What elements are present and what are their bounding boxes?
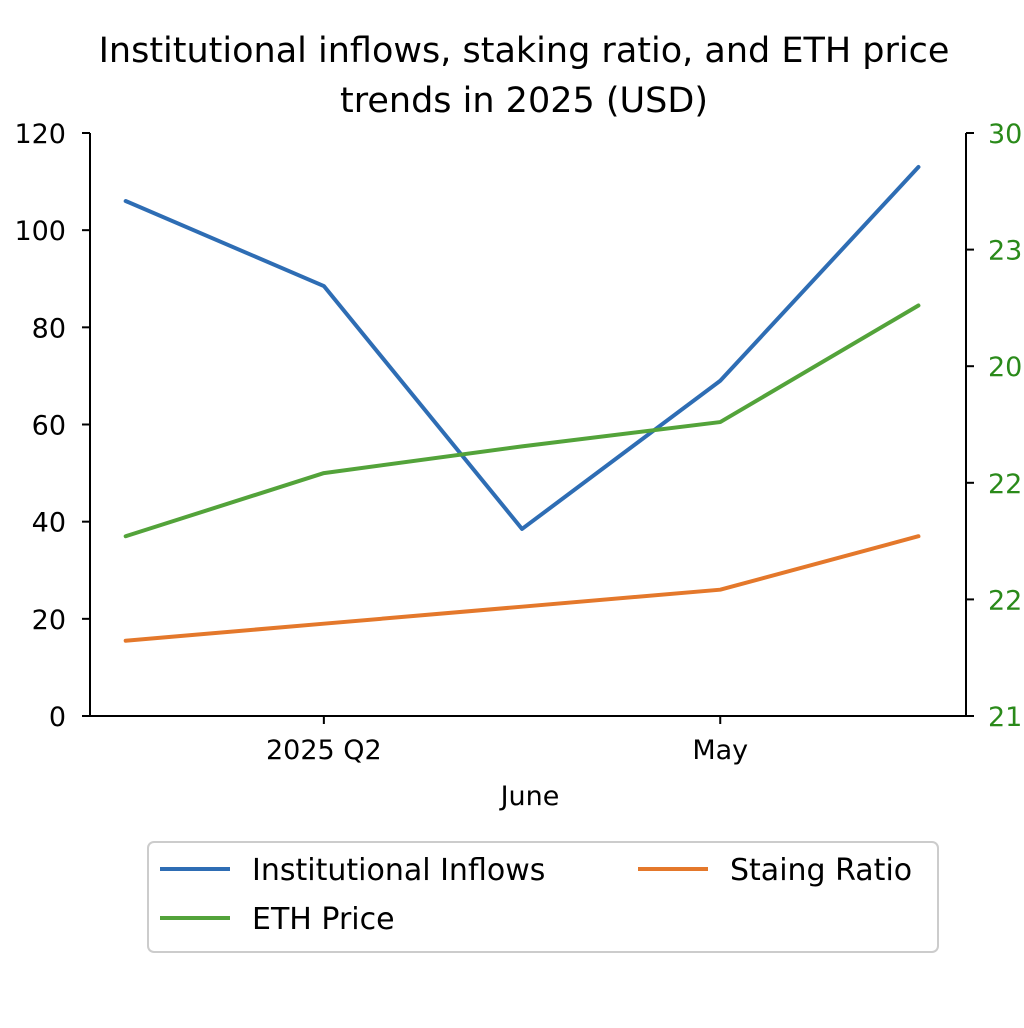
- legend-label-institutional-inflows: Institutional Inflows: [252, 853, 545, 888]
- axes: 0 20 40 60 80 100 120 30 23 20 22 22 21 2025 Q2 May: [14, 119, 1022, 766]
- y2-tick-label: 23: [988, 236, 1022, 267]
- legend-label-eth-price: ETH Price: [252, 902, 395, 937]
- series-line-staing-ratio: [123, 534, 921, 643]
- y-tick-label: 120: [14, 119, 66, 150]
- y2-tick-label: 20: [988, 352, 1022, 383]
- chart-title-line-2: trends in 2025 (USD): [340, 81, 708, 121]
- y-tick-label: 80: [32, 313, 66, 344]
- y-tick-label: 0: [49, 702, 66, 733]
- y-tick-label: 60: [32, 411, 66, 442]
- y2-tick-label: 22: [988, 469, 1022, 500]
- series-lines: [123, 165, 921, 643]
- chart-title-line-1: Institutional inflows, staking ratio, an…: [99, 31, 950, 71]
- x-axis-label: June: [499, 781, 560, 812]
- series-line-eth-price: [123, 303, 921, 539]
- x-tick-label: May: [692, 735, 748, 766]
- y2-tick-label: 30: [988, 119, 1022, 150]
- y2-tick-label: 21: [988, 702, 1022, 733]
- x-tick-label: 2025 Q2: [266, 735, 382, 766]
- y-tick-label: 20: [32, 605, 66, 636]
- legend-frame: [147, 841, 939, 953]
- legend-label-staing-ratio: Staing Ratio: [730, 853, 912, 888]
- series-line-institutional-inflows: [123, 165, 921, 531]
- y2-tick-label: 22: [988, 585, 1022, 616]
- legend: Institutional Inflows Staing Ratio ETH P…: [147, 841, 939, 953]
- y-tick-label: 40: [32, 508, 66, 539]
- y-tick-label: 100: [14, 216, 66, 247]
